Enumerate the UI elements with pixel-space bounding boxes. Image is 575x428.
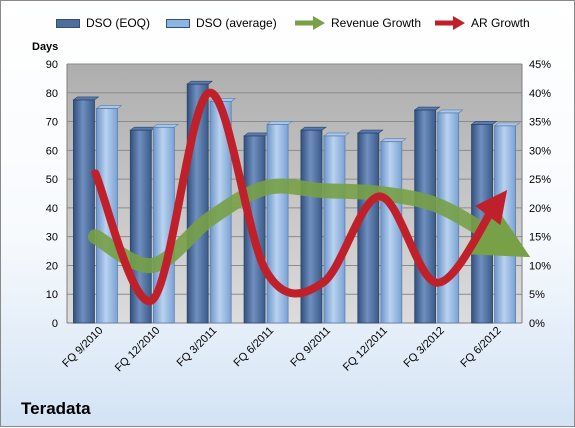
bar-top-dso-average <box>95 105 123 109</box>
bar-dso-eoq <box>73 99 95 324</box>
bar-top-dso-average <box>493 122 521 127</box>
bar-top-dso-eoq <box>300 126 327 131</box>
y2-tick-label: 45% <box>529 59 551 71</box>
y-tick-label: 40 <box>46 203 58 215</box>
y2-tick-label: 20% <box>529 203 551 215</box>
x-tick-label: FQ 6/2012 <box>458 325 503 370</box>
y2-tick-label: 15% <box>529 232 551 244</box>
bar-top-dso-average <box>266 121 293 125</box>
bar-top-dso-eoq <box>72 96 100 101</box>
y2-tick-label: 25% <box>529 174 551 186</box>
bar-dso-average <box>266 124 289 324</box>
line-ar-growth <box>91 88 508 305</box>
y-tick-label: 0 <box>52 318 58 330</box>
y2-tick-label: 40% <box>529 88 551 100</box>
legend-label-dso-average: DSO (average) <box>196 16 277 30</box>
y-tick-label: 60 <box>46 145 58 157</box>
y-tick-label: 70 <box>46 117 58 129</box>
legend-swatch-dso-eoq <box>56 18 80 28</box>
legend-label-ar-growth: AR Growth <box>471 16 530 30</box>
y2-tick-label: 5% <box>529 289 545 301</box>
legend-swatch-ar-growth <box>435 16 465 30</box>
bar-top-dso-eoq <box>243 132 270 137</box>
bar-top-dso-eoq <box>413 106 441 111</box>
y-axis-title: Days <box>32 41 59 53</box>
legend-item-ar-growth: AR Growth <box>433 13 530 33</box>
x-tick-label: FQ 12/2011 <box>341 325 390 374</box>
bar-top-dso-average <box>323 132 350 137</box>
y2-tick-label: 0% <box>529 318 545 330</box>
bar-top-dso-eoq <box>470 121 498 125</box>
legend-swatch-dso-average <box>166 18 190 28</box>
y2-tick-label: 35% <box>529 117 551 129</box>
y-tick-label: 50 <box>46 174 58 186</box>
x-tick-label: FQ 9/2010 <box>60 325 105 370</box>
legend: DSO (EOQ) DSO (average) Revenue Growth A… <box>1 13 575 33</box>
legend-item-revenue-growth: Revenue Growth <box>293 13 421 33</box>
x-tick-label: FQ 3/2011 <box>175 325 220 370</box>
y-tick-label: 10 <box>46 289 58 301</box>
bar-dso-eoq <box>300 129 323 324</box>
x-tick-label: FQ 3/2012 <box>402 325 447 370</box>
y-tick-label: 30 <box>46 232 58 244</box>
x-tick-label: FQ 12/2010 <box>113 325 163 375</box>
y-tick-label: 90 <box>46 59 58 71</box>
legend-item-dso-average: DSO (average) <box>166 13 277 33</box>
bar-top-dso-average <box>379 138 407 142</box>
bar-dso-average <box>323 135 346 324</box>
legend-label-revenue-growth: Revenue Growth <box>331 16 422 30</box>
legend-item-dso-eoq: DSO (EOQ) <box>56 13 150 33</box>
bar-top-dso-eoq <box>129 126 157 131</box>
bar-dso-average <box>380 141 403 324</box>
y2-tick-label: 30% <box>529 145 551 157</box>
x-tick-label: FQ 6/2011 <box>232 325 277 370</box>
bar-top-dso-average <box>152 124 180 128</box>
bar-top-dso-eoq <box>356 129 384 134</box>
bar-top-dso-average <box>436 109 464 114</box>
bar-dso-average <box>494 125 516 324</box>
y-tick-label: 20 <box>46 260 58 272</box>
line-revenue-growth <box>87 178 531 273</box>
bar-dso-eoq <box>357 132 380 324</box>
y2-tick-label: 10% <box>529 260 551 272</box>
legend-swatch-revenue-growth <box>295 16 325 30</box>
legend-label-dso-eoq: DSO (EOQ) <box>86 16 151 30</box>
y-tick-label: 80 <box>46 88 58 100</box>
bar-dso-eoq <box>414 109 437 324</box>
bar-top-dso-eoq <box>186 80 214 85</box>
company-name: Teradata <box>21 399 91 418</box>
x-tick-label: FQ 9/2011 <box>288 325 333 370</box>
bar-dso-eoq <box>129 129 152 324</box>
